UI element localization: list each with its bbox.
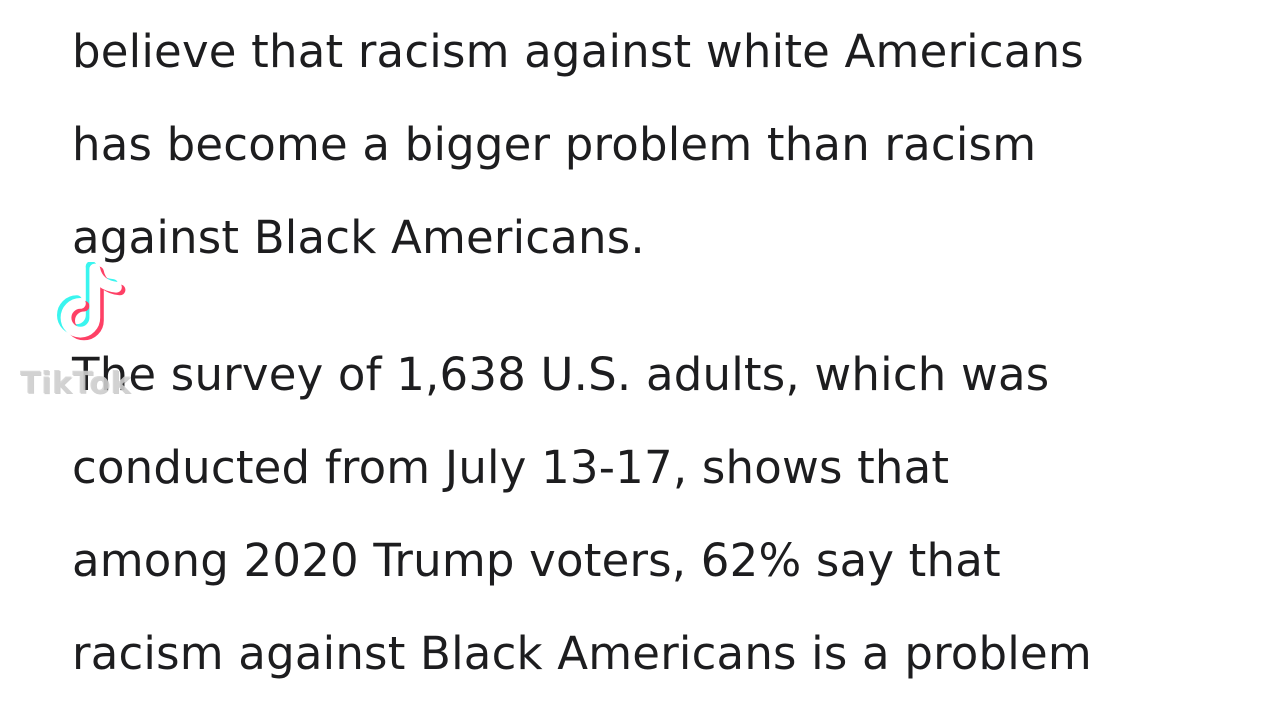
paragraph-2-line-3: among 2020 Trump voters, 62% say that <box>72 534 1001 587</box>
paragraph-1-line-2: has become a bigger problem than racism <box>72 118 1037 171</box>
paragraph-2-line-1: The survey of 1,638 U.S. adults, which w… <box>72 348 1050 401</box>
paragraph-1-line-3: against Black Americans. <box>72 211 645 264</box>
tiktok-watermark-label: TikTok <box>20 366 131 401</box>
tiktok-watermark: TikTok <box>20 262 170 412</box>
paragraph-2-line-2: conducted from July 13-17, shows that <box>72 441 950 494</box>
paragraph-1-line-1: believe that racism against white Americ… <box>72 25 1084 78</box>
tiktok-icon <box>57 262 126 341</box>
paragraph-2-line-4: racism against Black Americans is a prob… <box>72 627 1092 680</box>
